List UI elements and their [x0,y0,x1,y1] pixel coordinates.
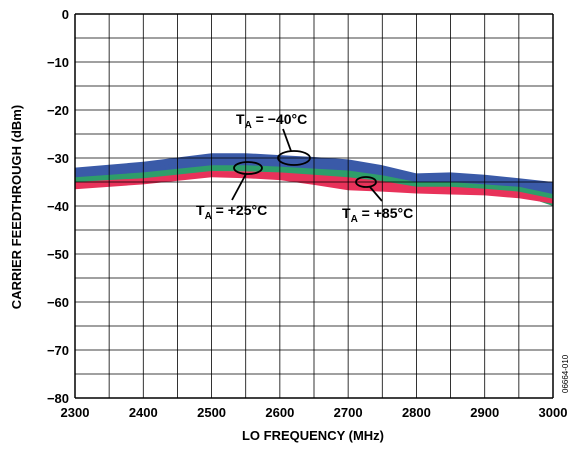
y-tick-labels: 0 −10 −20 −30 −40 −50 −60 −70 −80 [47,7,69,406]
x-tick-labels: 2300 2400 2500 2600 2700 2800 2900 3000 [61,405,568,420]
x-tick-label: 2300 [61,405,90,420]
annotation-minus40: TA = −40°C [236,111,311,166]
y-tick-label: −40 [47,199,69,214]
annotation-ellipse-plus25 [233,161,263,175]
grid [74,13,554,399]
y-tick-label: 0 [62,7,69,22]
y-axis-title: CARRIER FEEDTHROUGH (dBm) [9,105,24,309]
annotation-plus25: TA = +25°C [196,161,267,222]
x-tick-label: 2400 [129,405,158,420]
annotation-label-plus85: TA = +85°C [342,205,413,225]
annotation-leader-plus85 [369,186,383,202]
annotation-label-plus25: TA = +25°C [196,202,267,222]
x-tick-label: 2900 [470,405,499,420]
y-tick-label: −30 [47,151,69,166]
y-tick-label: −50 [47,247,69,262]
annotation-plus85: TA = +85°C [342,176,413,225]
x-tick-label: 2700 [334,405,363,420]
x-axis-title: LO FREQUENCY (MHz) [242,428,384,443]
y-tick-label: −80 [47,391,69,406]
x-tick-label: 3000 [539,405,568,420]
annotation-leader-plus25 [231,173,247,201]
x-tick-label: 2500 [197,405,226,420]
y-tick-label: −60 [47,295,69,310]
y-tick-label: −20 [47,103,69,118]
annotation-ellipse-plus85 [355,176,377,188]
annotation-leader-minus40 [282,128,292,152]
figure-id: 06664-010 [561,354,570,393]
y-tick-label: −10 [47,55,69,70]
annotation-ellipse-minus40 [277,150,311,166]
series-band-0 [75,153,553,206]
annotation-label-minus40: TA = −40°C [236,111,307,131]
x-tick-label: 2800 [402,405,431,420]
x-tick-label: 2600 [265,405,294,420]
y-tick-label: −70 [47,343,69,358]
